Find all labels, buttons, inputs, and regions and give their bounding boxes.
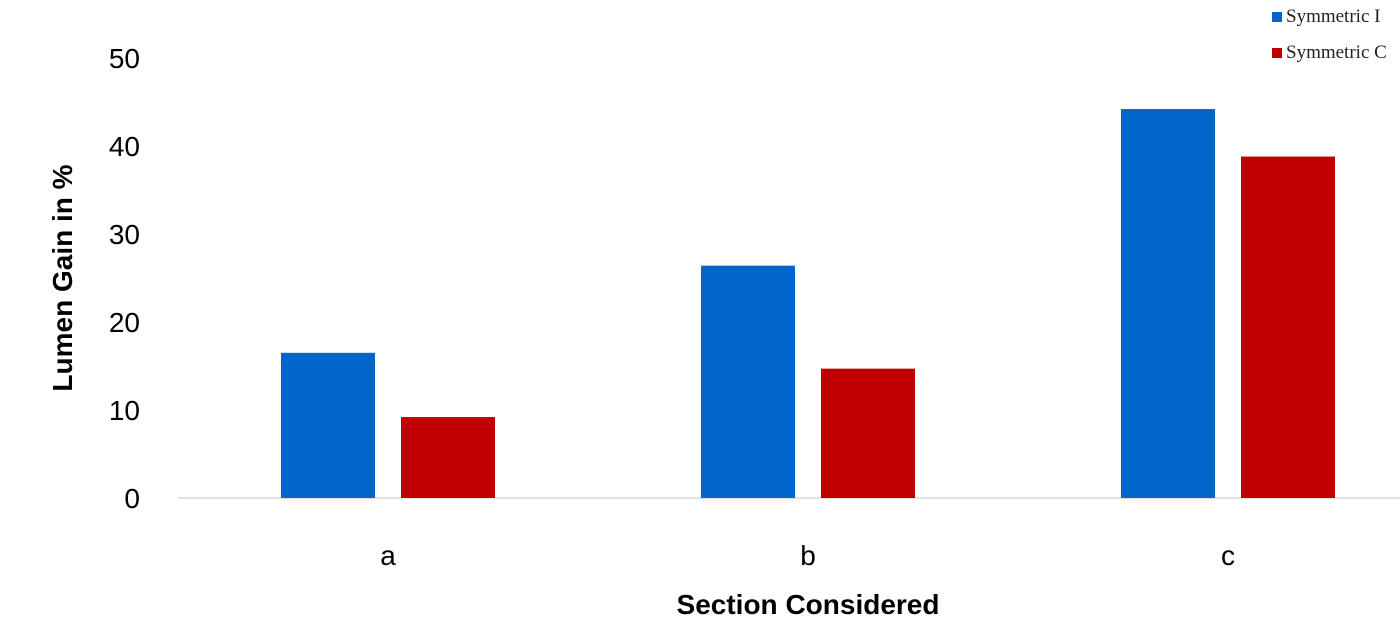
legend-swatch — [1272, 48, 1282, 58]
bars — [281, 109, 1335, 498]
y-tick-label: 20 — [109, 307, 140, 338]
bar-series-1-b — [701, 265, 795, 498]
x-axis-title: Section Considered — [677, 589, 940, 620]
x-axis-ticks: a b c — [380, 540, 1235, 571]
y-tick-label: 50 — [109, 43, 140, 74]
legend-swatch — [1272, 12, 1282, 22]
y-tick-label: 10 — [109, 395, 140, 426]
legend-label: Symmetric C — [1286, 42, 1387, 63]
y-axis-title: Lumen Gain in % — [47, 164, 78, 391]
bar-series-2-a — [401, 417, 495, 498]
x-tick-label: c — [1221, 540, 1235, 571]
x-tick-label: a — [380, 540, 396, 571]
x-tick-label: b — [800, 540, 816, 571]
bar-series-2-b — [821, 368, 915, 498]
y-tick-label: 40 — [109, 131, 140, 162]
bar-series-2-c — [1241, 156, 1335, 498]
legend-label: Symmetric I — [1286, 6, 1380, 27]
legend: Symmetric I Symmetric C — [1272, 6, 1387, 63]
y-tick-label: 30 — [109, 219, 140, 250]
y-axis-ticks: 0 10 20 30 40 50 — [109, 43, 140, 514]
bar-series-1-c — [1121, 109, 1215, 498]
bar-series-1-a — [281, 352, 375, 498]
y-tick-label: 0 — [124, 483, 140, 514]
